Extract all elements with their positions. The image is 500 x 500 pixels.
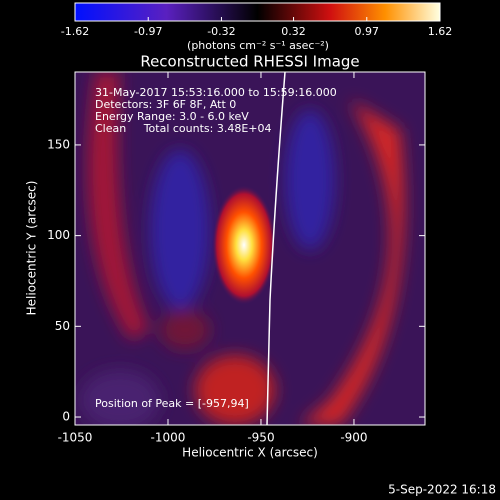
annotation: Clean Total counts: 3.48E+04: [95, 122, 272, 135]
colorbar-label: (photons cm⁻² s⁻¹ asec⁻²): [187, 39, 329, 52]
y-tick-label: 50: [55, 319, 70, 333]
colorbar-tick-label: -1.62: [61, 25, 89, 38]
x-tick-label: -900: [340, 431, 367, 445]
plot-frame: [74, 71, 426, 426]
colorbar-frame: [74, 2, 441, 22]
colorbar-tick-label: 0.97: [355, 25, 380, 38]
colorbar: [75, 3, 440, 21]
x-axis-label: Heliocentric X (arcsec): [182, 446, 318, 460]
y-tick-label: 100: [47, 228, 70, 242]
image: [75, 72, 425, 425]
peak-label: Position of Peak = [-957,94]: [95, 397, 249, 410]
x-tick-label: -950: [247, 431, 274, 445]
colorbar-tick-label: -0.32: [207, 25, 235, 38]
annotation: 31-May-2017 15:53:16.000 to 15:59:16.000: [95, 86, 337, 99]
footer: 5-Sep-2022 16:18: [388, 483, 496, 497]
colorbar-tick-label: 0.32: [281, 25, 306, 38]
x-tick-label: -1050: [58, 431, 93, 445]
colorbar-tick-label: 1.62: [428, 25, 453, 38]
chart-title: Reconstructed RHESSI Image: [140, 53, 359, 71]
y-tick-label: 0: [62, 410, 70, 424]
annotation: Energy Range: 3.0 - 6.0 keV: [95, 110, 249, 123]
colorbar-tick-label: -0.97: [134, 25, 162, 38]
annotation: Detectors: 3F 6F 8F, Att 0: [95, 98, 236, 111]
y-axis-label: Heliocentric Y (arcsec): [25, 181, 39, 316]
x-tick-label: -1000: [151, 431, 186, 445]
y-tick-label: 150: [47, 137, 70, 151]
